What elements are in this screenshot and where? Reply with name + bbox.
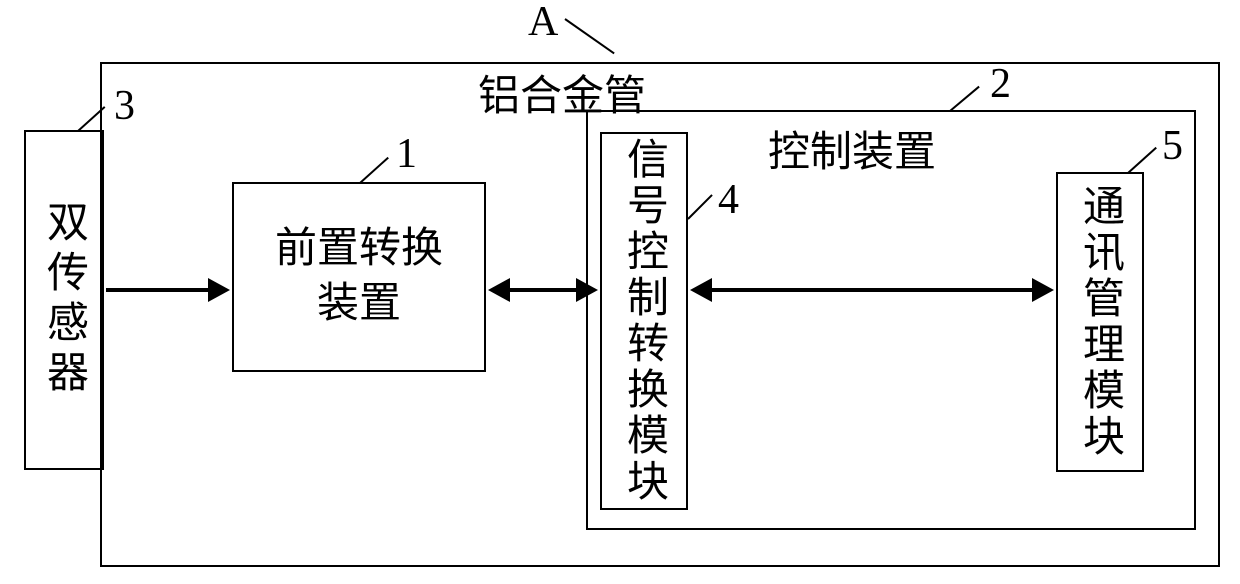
comm-label: 通讯管理模块 — [1070, 184, 1131, 460]
sensor-block: 双传感器 — [24, 130, 104, 470]
arrow-sigctrl-comm — [710, 288, 1034, 292]
sensor-label: 双传感器 — [34, 200, 95, 400]
arrow-sigctrl-comm-head-right — [1032, 278, 1054, 302]
outer-label-a: A — [528, 0, 558, 46]
arrow-preconv-sigctrl-head-left — [488, 278, 510, 302]
control-device-num: 2 — [990, 60, 1011, 108]
outer-leader-a — [564, 18, 614, 54]
arrow-preconv-sigctrl — [508, 288, 578, 292]
control-device-title: 控制装置 — [768, 118, 936, 179]
arrow-sigctrl-comm-head-left — [690, 278, 712, 302]
arrow-sensor-preconv — [106, 288, 210, 292]
preconv-label-line1: 前置转换 — [275, 222, 443, 277]
comm-num: 5 — [1162, 122, 1183, 170]
sigctrl-block: 信号控制转换模块 — [600, 132, 688, 510]
sigctrl-label: 信号控制转换模块 — [614, 137, 675, 505]
preconv-label-line2: 装置 — [317, 277, 401, 332]
arrow-preconv-sigctrl-head-right — [576, 278, 598, 302]
sensor-num: 3 — [114, 82, 135, 130]
preconv-num: 1 — [396, 130, 417, 178]
arrow-sensor-preconv-head — [208, 278, 230, 302]
comm-block: 通讯管理模块 — [1056, 172, 1144, 472]
sigctrl-num: 4 — [718, 176, 739, 224]
preconv-block: 前置转换 装置 — [232, 182, 486, 372]
